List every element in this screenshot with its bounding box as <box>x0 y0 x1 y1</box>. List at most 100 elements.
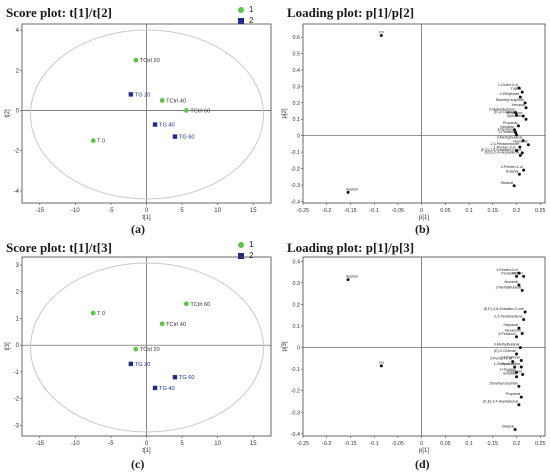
y-tick-label: 0.5 <box>293 52 301 58</box>
point-label: 2-Penten-1-ol <box>501 165 523 169</box>
loading-point <box>517 384 521 388</box>
point-label: Nonanal <box>500 125 514 129</box>
point-label: Hexanone <box>506 111 522 115</box>
y-tick-label: 0 <box>16 343 20 349</box>
y-tick-label: -4 <box>14 189 20 195</box>
x-tick-label: 0 <box>420 208 423 214</box>
loading-point <box>517 86 521 90</box>
point-label: Propanal <box>506 392 521 396</box>
loading-point <box>520 332 524 336</box>
point-label: Dimethyl sulphide <box>496 98 524 102</box>
x-tick-label: -0.2 <box>322 441 331 447</box>
loading-point <box>519 395 523 399</box>
legend-swatch-square-icon <box>238 17 244 24</box>
point-label: 3-Methylbutanal <box>494 343 520 347</box>
loading-point <box>515 113 519 117</box>
point-label: 2,3-Pentanedione <box>494 315 522 319</box>
point-label: Propanal <box>503 121 518 125</box>
point-label: Hexanal <box>512 103 525 107</box>
point-label: 2,3-Pentanedione <box>490 142 518 146</box>
panel-b-caption: (b) <box>415 222 430 236</box>
point-label: 1-Octen-3-ol <box>498 83 518 87</box>
point-label: TVB-N <box>512 271 523 275</box>
point-label: 2-Ethylfuran <box>500 92 519 96</box>
point-label: Propanal <box>507 370 522 374</box>
x-tick-label: 0.1 <box>465 441 473 447</box>
y-tick-label: 0.4 <box>293 259 301 265</box>
loading-point <box>522 168 526 172</box>
score-point-group-2 <box>152 385 158 391</box>
loading-point <box>513 428 517 432</box>
score-point-group-2 <box>128 92 134 97</box>
loading-point <box>522 318 526 322</box>
legend-label: 2 <box>249 251 254 260</box>
score-point-group-1 <box>183 108 189 113</box>
score-point-group-2 <box>128 361 134 367</box>
point-label: (E)-2-Octenal <box>494 349 516 353</box>
point-label: (E,E)-2,4-Heptadienal <box>485 150 520 154</box>
x-tick-label: -0.25 <box>297 441 309 447</box>
loading-point <box>523 101 527 105</box>
score-point-group-1 <box>159 98 165 103</box>
y-tick-label: -2 <box>14 397 20 403</box>
x-tick-label: -0.1 <box>370 208 379 214</box>
legend-label: 1 <box>249 240 254 249</box>
loading-point <box>526 143 530 147</box>
point-label: TCtrl 20 <box>140 347 160 353</box>
y-axis-label: p[2] <box>282 108 288 118</box>
point-label: (E,E)-3,5-Octadien-2-one <box>484 307 524 311</box>
point-label: Acetoin <box>346 275 358 279</box>
x-tick-label: -0.25 <box>297 208 309 214</box>
x-tick-label: -10 <box>71 441 80 447</box>
loading-point <box>517 403 521 407</box>
y-tick-label: -0.2 <box>291 389 300 395</box>
point-label: Heptanal <box>513 140 528 144</box>
y-axis-label: p[3] <box>282 341 288 351</box>
loading-point <box>514 111 518 115</box>
loading-point <box>346 190 350 194</box>
loading-point <box>520 288 524 292</box>
x-tick-label: 0.25 <box>535 441 546 447</box>
point-label: 1-Octen-3-ol <box>494 362 514 366</box>
point-label: TVB-N <box>510 87 521 91</box>
legend-label: 1 <box>249 5 254 14</box>
loading-point <box>515 370 519 374</box>
y-tick-label: 0.1 <box>293 117 301 123</box>
loading-point <box>522 274 526 278</box>
x-tick-label: -15 <box>35 441 44 447</box>
y-tick-label: 2 <box>16 68 20 74</box>
loading-point <box>518 95 522 99</box>
loading-point <box>511 360 515 364</box>
point-label: TG 20 <box>135 92 151 98</box>
loading-point <box>521 114 525 118</box>
score-point-group-1 <box>133 57 139 63</box>
loading-point <box>516 124 520 128</box>
legend-label: 2 <box>249 16 254 25</box>
y-tick-label: -0.2 <box>291 167 300 173</box>
loading-point <box>520 90 524 94</box>
x-tick-label: 0 <box>145 208 149 214</box>
point-label: Acetoin <box>346 187 358 191</box>
score-point-group-2 <box>152 122 158 127</box>
loading-point <box>518 346 522 350</box>
point-label: Butanal <box>503 372 515 376</box>
x-tick-label: 5 <box>180 208 184 214</box>
x-tick-label: 0 <box>145 441 149 447</box>
point-label: Spermidine <box>507 114 525 118</box>
x-tick-label: 0.15 <box>488 208 499 214</box>
y-tick-label: -0.4 <box>291 432 300 438</box>
y-tick-label: 2 <box>16 290 20 296</box>
legend-swatch-square-icon <box>238 252 244 259</box>
point-label: 1-Penten-3-ol <box>496 268 518 272</box>
point-label: TCtrl 60 <box>190 108 210 114</box>
panel-a-legend: 1 2 <box>238 4 253 26</box>
point-label: Butanal <box>506 169 518 173</box>
point-label: TCtrl 40 <box>166 98 186 104</box>
point-label: (E)-2-Octenal <box>494 110 516 114</box>
loading-point <box>515 133 519 137</box>
y-tick-label: -0.3 <box>291 410 300 416</box>
y-tick-label: 3 <box>16 263 20 269</box>
point-label: PV <box>379 30 384 34</box>
